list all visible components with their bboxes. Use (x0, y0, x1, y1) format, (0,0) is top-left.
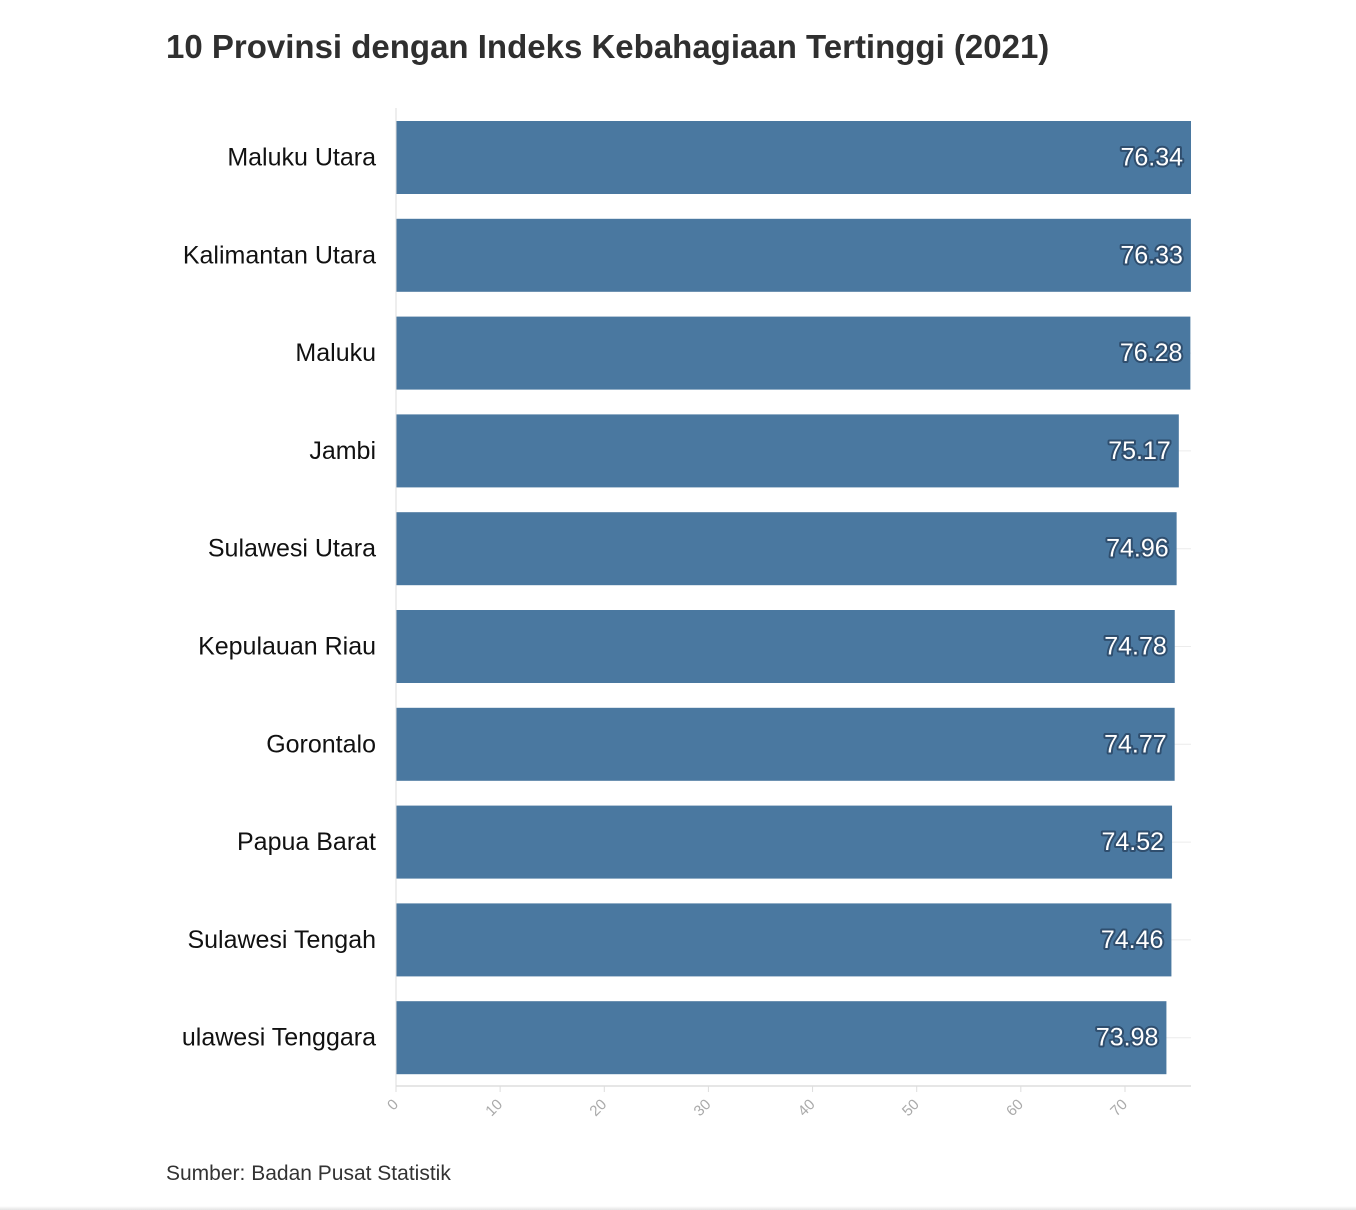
x-tick-label: 40 (795, 1096, 819, 1120)
data-label: 76.33 (1120, 241, 1183, 269)
value-labels: 76.34 76.33 76.28 75.17 74.96 74.78 74.77 74.52… (1094, 142, 1185, 1054)
data-label: 76.28 (1120, 339, 1183, 367)
bars (396, 121, 1191, 1075)
bar[interactable] (396, 610, 1175, 683)
x-tick-label: 20 (586, 1096, 610, 1120)
data-label: 73.98 (1096, 1024, 1159, 1052)
bar[interactable] (396, 805, 1173, 879)
x-tick-label: 10 (482, 1096, 506, 1120)
category-label: ulawesi Tenggara (182, 1024, 376, 1052)
bar[interactable] (396, 903, 1172, 977)
bar[interactable] (396, 1001, 1167, 1075)
data-label: 74.78 (1104, 633, 1167, 661)
bar[interactable] (396, 218, 1191, 292)
x-tick-label: 0 (384, 1096, 402, 1114)
data-label: 74.96 (1106, 535, 1169, 563)
data-label: 74.46 (1101, 926, 1164, 954)
data-label: 75.17 (1108, 437, 1171, 465)
source-note: Sumber: Badan Pusat Statistik (166, 1162, 451, 1185)
category-label: Kalimantan Utara (183, 241, 376, 269)
bar[interactable] (396, 316, 1191, 390)
bar[interactable] (396, 512, 1177, 586)
bar[interactable] (396, 121, 1191, 194)
data-label: 74.77 (1104, 730, 1167, 758)
chart-title: 10 Provinsi dengan Indeks Kebahagiaan Te… (166, 28, 1050, 65)
data-label: 74.52 (1101, 828, 1164, 856)
category-label: Sulawesi Utara (208, 535, 376, 563)
bar-chart: 0 10 20 30 40 50 60 70 Maluku Utara Kalimantan U… (182, 108, 1191, 1120)
x-tick-label: 30 (691, 1096, 715, 1120)
data-label: 76.34 (1120, 144, 1183, 172)
category-label: Maluku (295, 339, 376, 367)
x-tick-label: 50 (899, 1096, 923, 1120)
page-bottom-edge (0, 1206, 1356, 1210)
category-labels: Maluku Utara Kalimantan Utara Maluku Jambi S… (182, 144, 376, 1052)
x-tick-label: 70 (1107, 1096, 1131, 1120)
category-label: Papua Barat (237, 828, 376, 856)
category-label: Maluku Utara (227, 144, 376, 172)
bar[interactable] (396, 414, 1179, 488)
x-tick-label: 60 (1003, 1096, 1027, 1120)
category-label: Kepulauan Riau (198, 633, 376, 661)
category-label: Jambi (309, 437, 376, 465)
category-label: Sulawesi Tengah (187, 926, 376, 954)
category-label: Gorontalo (266, 730, 376, 758)
bar[interactable] (396, 707, 1175, 781)
